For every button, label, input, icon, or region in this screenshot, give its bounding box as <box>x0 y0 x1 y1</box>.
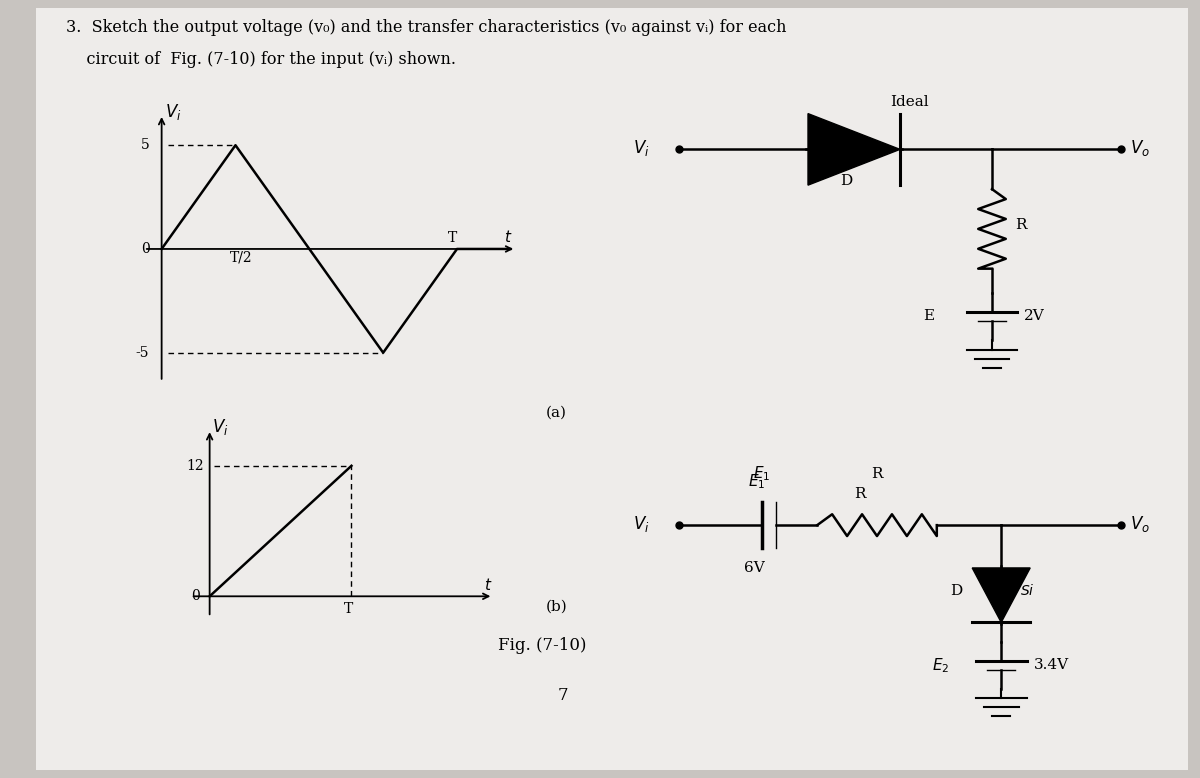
Text: $E_2$: $E_2$ <box>932 656 949 675</box>
Text: $E_1$: $E_1$ <box>749 472 766 491</box>
Text: -5: -5 <box>136 345 149 359</box>
Text: R: R <box>854 487 865 501</box>
Text: $t$: $t$ <box>504 229 512 245</box>
Text: circuit of  Fig. (7-10) for the input (vᵢ) shown.: circuit of Fig. (7-10) for the input (vᵢ… <box>66 51 456 68</box>
Text: Ideal: Ideal <box>890 95 929 109</box>
Text: $E_1$: $E_1$ <box>754 464 770 483</box>
Text: D: D <box>840 174 852 188</box>
Text: $V_i$: $V_i$ <box>634 514 649 534</box>
Text: 3.4V: 3.4V <box>1033 658 1068 672</box>
Text: 12: 12 <box>186 459 204 473</box>
Text: R: R <box>1015 218 1026 232</box>
Text: $V_i$: $V_i$ <box>212 417 228 437</box>
Text: 2V: 2V <box>1025 310 1045 324</box>
Text: $V_i$: $V_i$ <box>634 138 649 159</box>
Text: (a): (a) <box>546 405 568 419</box>
Text: R: R <box>871 468 883 482</box>
Text: 7: 7 <box>558 687 569 704</box>
Text: (b): (b) <box>546 600 568 614</box>
Text: T: T <box>344 602 354 616</box>
Text: $t$: $t$ <box>484 576 492 593</box>
Text: 3.  Sketch the output voltage (v₀) and the transfer characteristics (v₀ against : 3. Sketch the output voltage (v₀) and th… <box>66 19 786 37</box>
Text: T: T <box>448 231 457 245</box>
Text: $V_o$: $V_o$ <box>1130 138 1150 159</box>
Text: 0: 0 <box>191 589 199 603</box>
Text: $V_o$: $V_o$ <box>1130 514 1150 534</box>
Text: D: D <box>950 584 962 598</box>
Text: $Si$: $Si$ <box>1020 584 1034 598</box>
Text: 0: 0 <box>140 242 150 256</box>
Text: $V_i$: $V_i$ <box>164 103 181 122</box>
Text: Fig. (7-10): Fig. (7-10) <box>498 636 587 654</box>
Polygon shape <box>808 114 900 185</box>
Text: E: E <box>923 310 934 324</box>
Text: 5: 5 <box>140 138 150 152</box>
Polygon shape <box>972 568 1030 622</box>
Text: T/2: T/2 <box>229 251 252 265</box>
Text: 6V: 6V <box>744 561 764 575</box>
